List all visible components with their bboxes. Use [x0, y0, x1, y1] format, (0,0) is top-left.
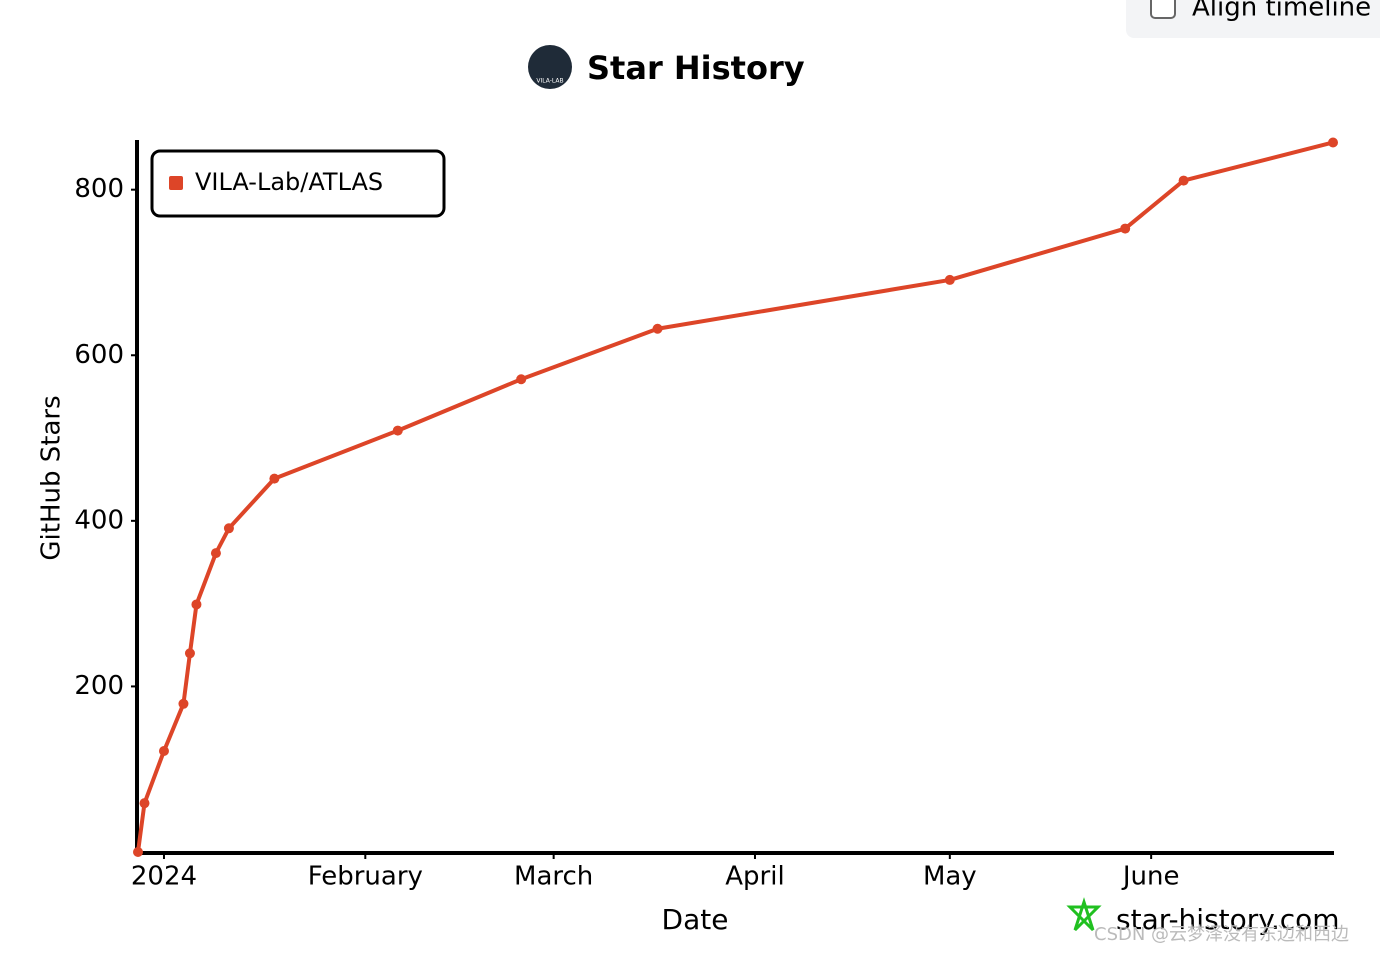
- data-point: [516, 374, 527, 385]
- x-axis-title: Date: [662, 903, 729, 936]
- watermark-icon: [1066, 897, 1102, 932]
- data-point: [210, 548, 221, 559]
- data-point: [944, 274, 955, 285]
- x-tick-label: June: [1121, 862, 1180, 892]
- x-tick-label: April: [725, 862, 784, 892]
- data-point: [392, 425, 403, 436]
- checkbox-label[interactable]: Align timeline: [1192, 0, 1371, 23]
- data-point: [652, 323, 663, 334]
- data-point: [1328, 137, 1338, 148]
- x-tick-label: February: [308, 862, 423, 892]
- x-tick-label: March: [514, 862, 593, 892]
- data-point: [1178, 175, 1189, 186]
- data-point: [184, 648, 195, 659]
- data-point: [133, 847, 143, 857]
- logo: [528, 45, 572, 89]
- y-tick-label: 600: [74, 340, 124, 370]
- data-point: [158, 745, 169, 756]
- checkbox[interactable]: [1150, 0, 1176, 19]
- y-tick-label: 200: [74, 671, 124, 701]
- x-tick-label: May: [923, 862, 977, 892]
- legend-swatch: [169, 176, 183, 190]
- logo-text: VILA-LAB: [536, 78, 563, 85]
- csdn-watermark: CSDN @云梦泽没有东边和西边: [1094, 924, 1349, 945]
- watermark: star-history.com: [1116, 903, 1340, 936]
- toolbar: [1126, 0, 1380, 38]
- series-line: [136, 140, 1335, 854]
- x-tick-label: 2024: [131, 862, 197, 892]
- data-point: [1120, 223, 1131, 234]
- data-point: [191, 599, 202, 610]
- y-tick-label: 800: [74, 174, 124, 204]
- chart-title: Star History: [587, 49, 805, 87]
- y-tick-label: 400: [74, 505, 124, 535]
- data-point: [178, 698, 189, 709]
- data-point: [269, 473, 280, 484]
- data-point: [139, 798, 150, 809]
- legend-label: VILA-Lab/ATLAS: [195, 168, 383, 196]
- data-point: [223, 523, 234, 534]
- y-axis-title: GitHub Stars: [37, 395, 67, 560]
- legend: [150, 149, 446, 218]
